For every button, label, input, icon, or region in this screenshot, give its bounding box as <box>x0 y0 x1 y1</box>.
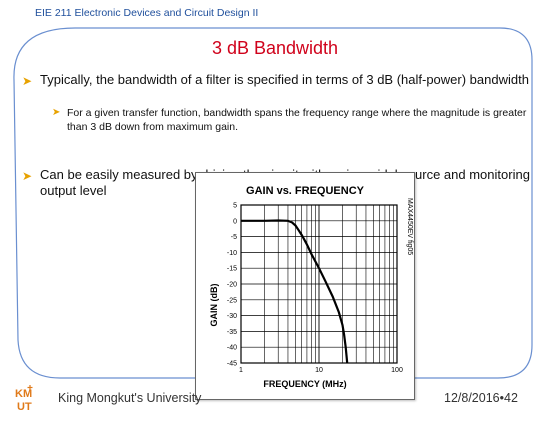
x-tick-label: 100 <box>391 367 403 374</box>
y-tick-label: -5 <box>231 234 237 241</box>
y-tick-label: -40 <box>227 345 237 352</box>
y-tick-label: -25 <box>227 297 237 304</box>
gain-frequency-chart: GAIN vs. FREQUENCY 5 0 -5 -10 -15 -20 -25 -30 -3… <box>195 172 415 400</box>
sub-bullet-item: ➤ For a given transfer function, bandwid… <box>52 106 530 134</box>
y-tick-label: -30 <box>227 313 237 320</box>
course-header: EIE 211 Electronic Devices and Circuit D… <box>35 7 259 19</box>
svg-text:KM: KM <box>15 388 32 400</box>
sub-bullet-text: For a given transfer function, bandwidth… <box>67 107 527 133</box>
y-tick-label: -35 <box>227 329 237 336</box>
footer-institution: King Mongkut's University <box>58 391 202 405</box>
university-logo: KM UT <box>15 385 33 412</box>
y-tick-label: -45 <box>227 361 237 368</box>
y-tick-label: 5 <box>233 203 237 210</box>
y-tick-label: -15 <box>227 266 237 273</box>
y-axis-label: GAIN (dB) <box>209 284 219 327</box>
slide-title: 3 dB Bandwidth <box>211 38 339 58</box>
y-tick-label: 0 <box>233 218 237 225</box>
page-number: 42 <box>504 391 518 405</box>
footer-date-page: 12/8/2016•42 <box>444 391 518 405</box>
svg-text:UT: UT <box>17 401 32 412</box>
bullet-arrow-icon: ➤ <box>22 169 33 183</box>
bullet-arrow-icon: ➤ <box>22 74 33 88</box>
plot-border <box>240 204 398 364</box>
chart-title: GAIN vs. FREQUENCY <box>246 185 365 197</box>
footer-date: 12/8/2016 <box>444 391 500 405</box>
bullet-arrow-icon: ➤ <box>52 107 61 118</box>
x-tick-label: 10 <box>315 367 323 374</box>
bullet-item: ➤ Typically, the bandwidth of a filter i… <box>22 72 532 88</box>
chart-svg: GAIN vs. FREQUENCY 5 0 -5 -10 -15 -20 -25 -30 -3… <box>209 185 413 389</box>
y-tick-label: -20 <box>227 282 237 289</box>
bullet-text: Typically, the bandwidth of a filter is … <box>40 72 529 87</box>
x-tick-label: 1 <box>239 367 243 374</box>
x-axis-label: FREQUENCY (MHz) <box>263 379 346 389</box>
y-tick-label: -10 <box>227 250 237 257</box>
figure-code: MAX4450EV fig05 <box>406 198 413 255</box>
gain-curve <box>241 219 349 364</box>
footer-separator: • <box>499 391 504 405</box>
